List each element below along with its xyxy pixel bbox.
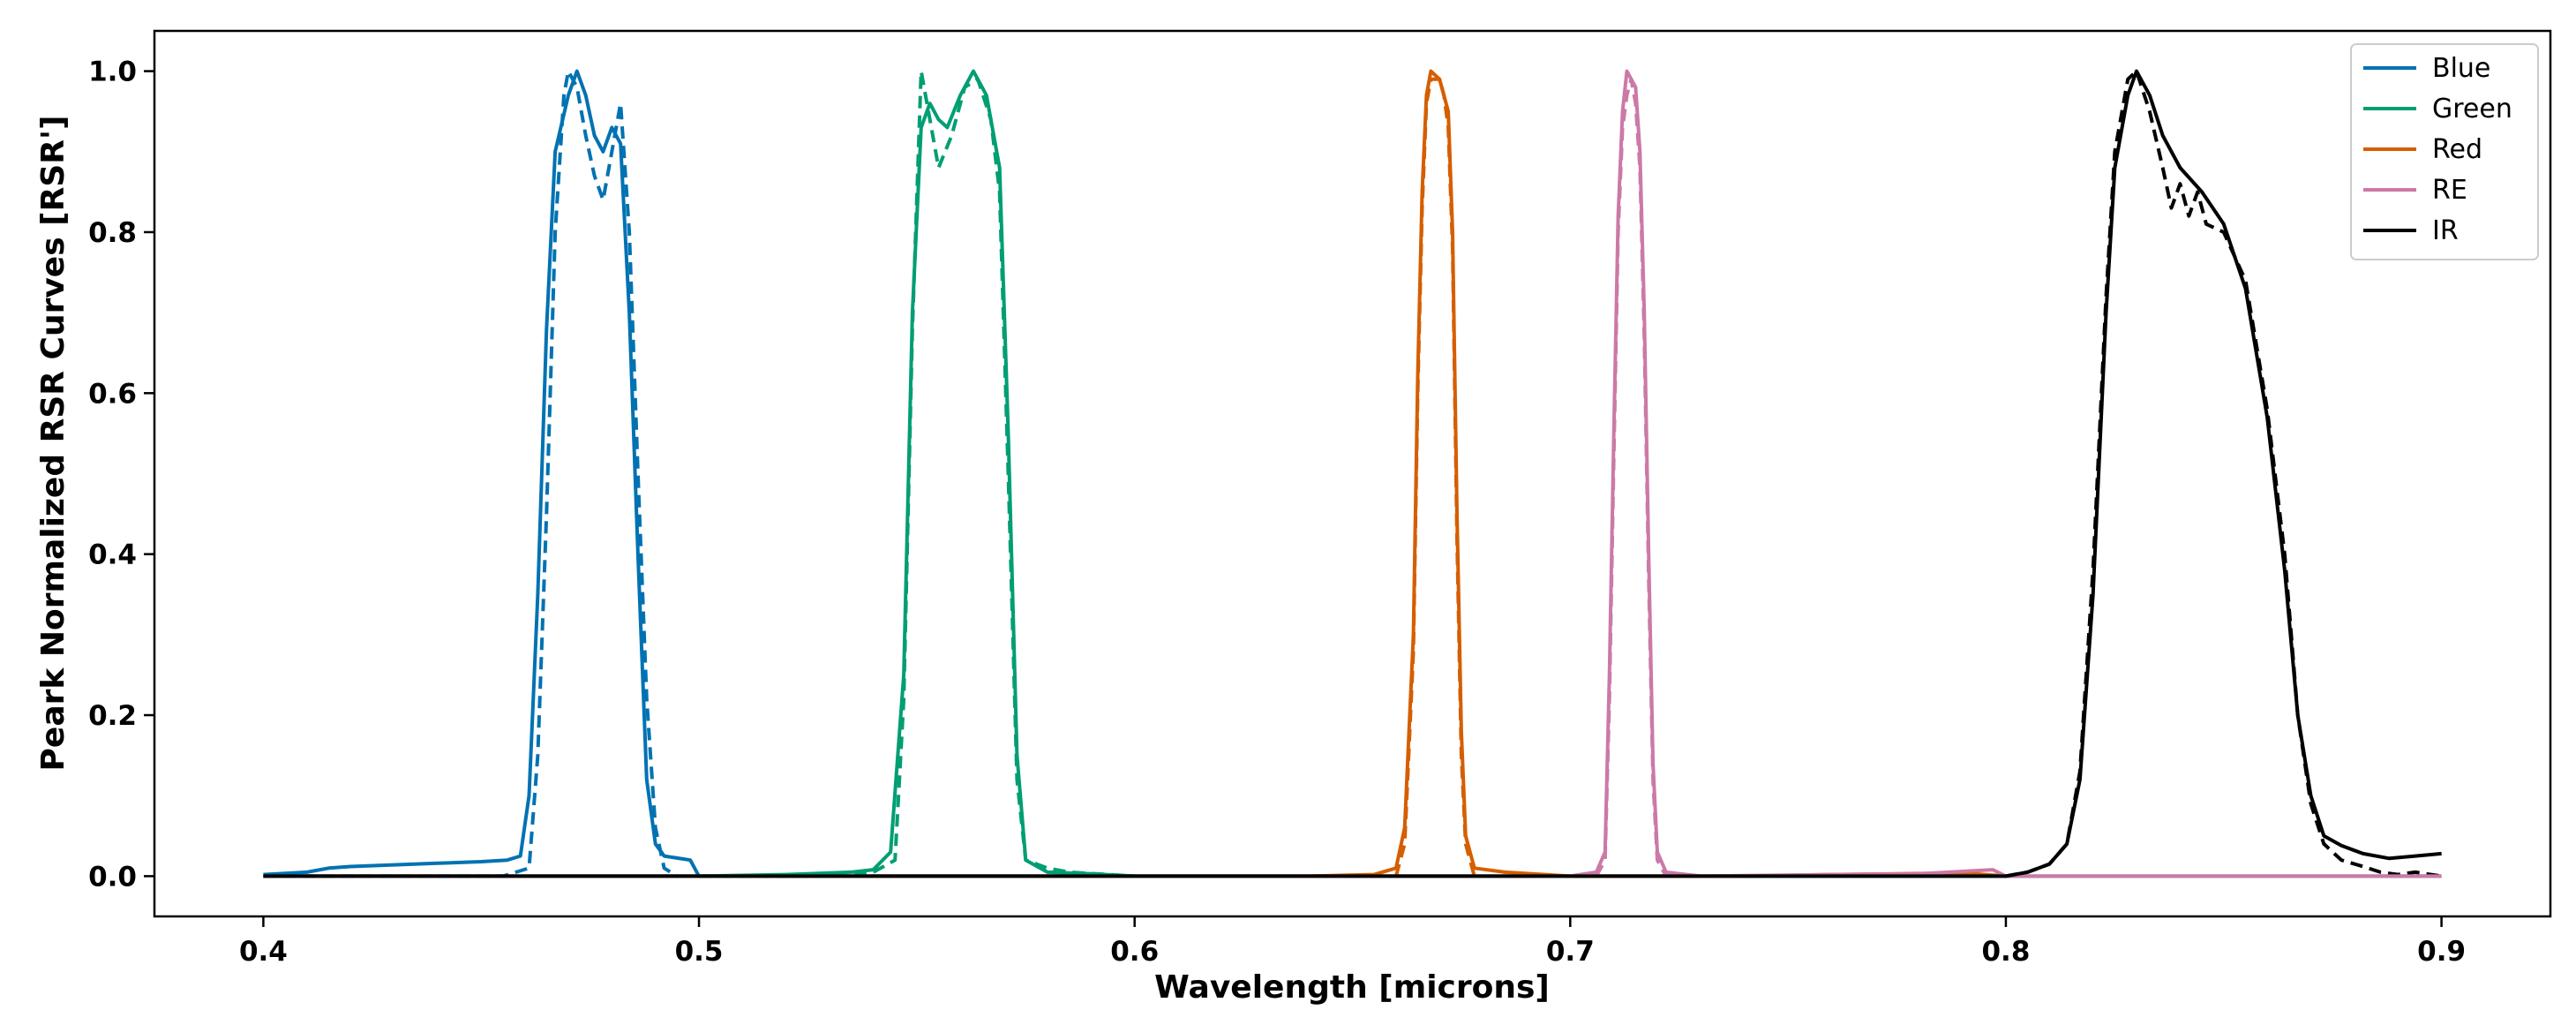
x-tick-label: 0.4 <box>239 936 288 968</box>
legend-label-blue: Blue <box>2432 53 2490 84</box>
legend: Blue Green Red RE IR <box>2350 43 2539 260</box>
series-blue-dashed-line <box>263 69 679 878</box>
x-tick-label: 0.9 <box>2417 936 2466 968</box>
legend-label-re: RE <box>2432 175 2467 206</box>
legend-label-red: Red <box>2432 134 2482 165</box>
plot-frame <box>153 29 2552 918</box>
series-green-dashed-line <box>699 69 1135 878</box>
x-tick-label: 0.5 <box>675 936 724 968</box>
x-tick-label: 0.8 <box>1981 936 2030 968</box>
y-tick-label: 0.6 <box>88 378 137 410</box>
y-tick-label: 0.0 <box>88 861 137 893</box>
series-green-solid-line <box>698 69 1135 878</box>
x-axis-label: Wavelength [microns] <box>1154 969 1550 1006</box>
series-ir-solid-line <box>263 69 2442 878</box>
x-tick-label: 0.7 <box>1546 936 1595 968</box>
y-axis: 0.0 0.2 0.4 0.6 0.8 1.0 <box>88 57 154 893</box>
y-tick-label: 1.0 <box>88 57 137 88</box>
legend-label-green: Green <box>2432 94 2512 124</box>
y-tick-label: 0.8 <box>88 217 137 249</box>
y-axis-label: Peark Normalized RSR Curves [RSR'] <box>35 116 71 772</box>
y-tick-label: 0.4 <box>88 539 137 571</box>
series-re-solid-line <box>1569 69 2442 878</box>
legend-label-ir: IR <box>2432 215 2459 246</box>
series-blue-solid-line <box>263 69 701 878</box>
legend-box <box>2350 43 2539 260</box>
series-layer <box>263 69 2442 878</box>
x-tick-label: 0.6 <box>1110 936 1159 968</box>
y-tick-label: 0.2 <box>88 700 137 732</box>
x-axis: 0.4 0.5 0.6 0.7 0.8 0.9 <box>239 916 2466 968</box>
